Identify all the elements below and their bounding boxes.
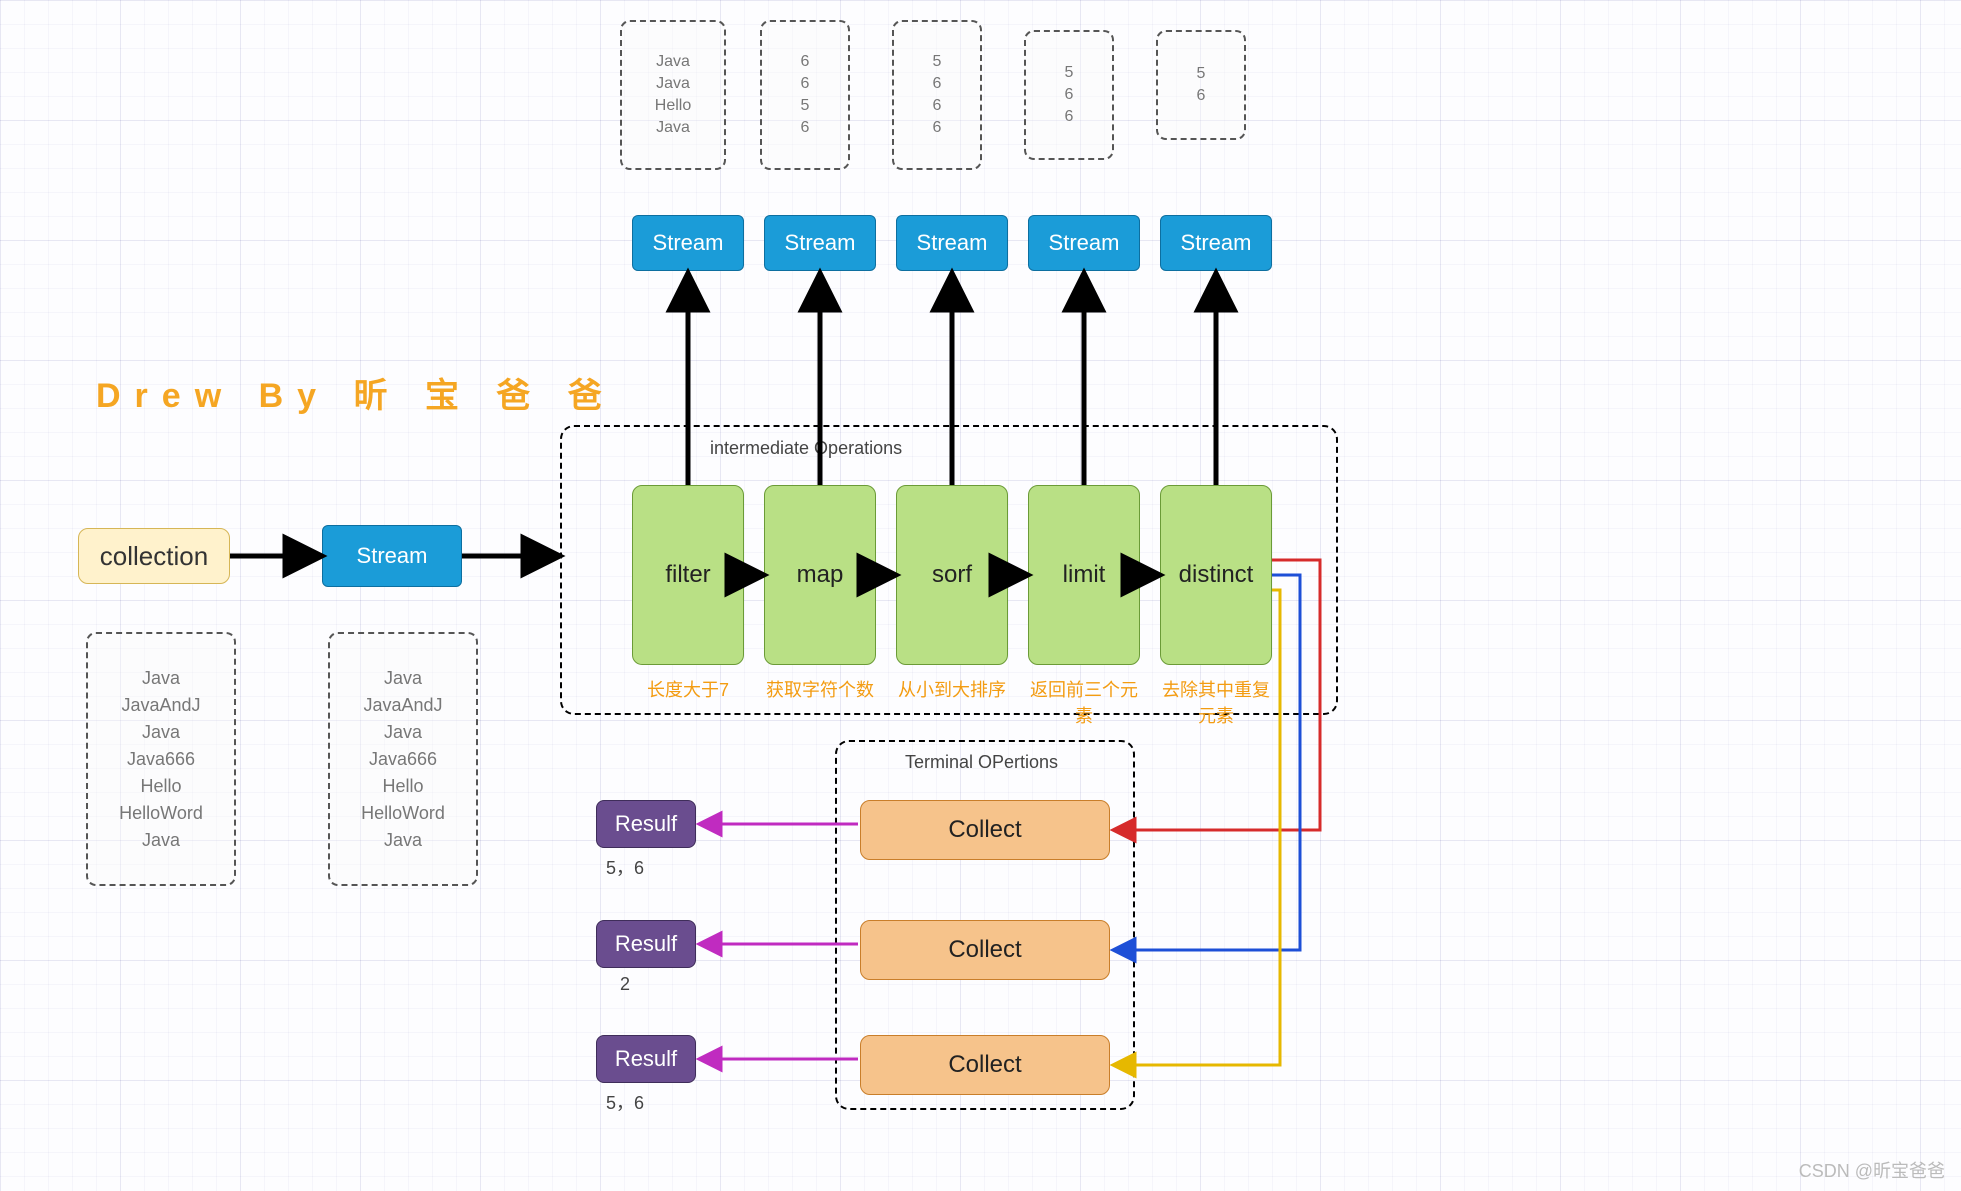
list-item: Java <box>656 53 690 71</box>
stream-label: Stream <box>917 230 988 256</box>
top-list-5: 5 6 <box>1156 30 1246 140</box>
op-label: map <box>797 561 844 589</box>
list-item: Java <box>656 75 690 93</box>
top-stream-4: Stream <box>1028 215 1140 271</box>
op-distinct: distinct <box>1160 485 1272 665</box>
result-value-3: 5，6 <box>606 1089 644 1115</box>
list-item: 6 <box>1197 87 1206 105</box>
result-label: Resulf <box>615 811 677 837</box>
collection-node: collection <box>78 528 230 584</box>
stream-label: Stream <box>1049 230 1120 256</box>
list-item: 5 <box>933 53 942 71</box>
op-sorf: sorf <box>896 485 1008 665</box>
list-item: Java <box>384 668 422 689</box>
list-item: JavaAndJ <box>363 695 442 716</box>
source-list-2: Java JavaAndJ Java Java666 Hello HelloWo… <box>328 632 478 886</box>
collect-label: Collect <box>948 1051 1021 1079</box>
top-stream-2: Stream <box>764 215 876 271</box>
result-box-3: Resulf <box>596 1035 696 1083</box>
list-item: Java666 <box>369 749 437 770</box>
list-item: Java <box>142 830 180 851</box>
result-label: Resulf <box>615 931 677 957</box>
author-label: Drew By 昕 宝 爸 爸 <box>96 368 616 417</box>
top-stream-1: Stream <box>632 215 744 271</box>
collect-box-2: Collect <box>860 920 1110 980</box>
list-item: 5 <box>801 97 810 115</box>
top-stream-3: Stream <box>896 215 1008 271</box>
list-item: Java <box>384 722 422 743</box>
stream-label: Stream <box>785 230 856 256</box>
stream-label: Stream <box>1181 230 1252 256</box>
result-value-2: 2 <box>620 974 630 995</box>
list-item: HelloWord <box>361 803 445 824</box>
list-item: Java <box>142 668 180 689</box>
result-box-2: Resulf <box>596 920 696 968</box>
result-value-1: 5，6 <box>606 854 644 880</box>
watermark: CSDN @昕宝爸爸 <box>1799 1157 1945 1183</box>
list-item: HelloWord <box>119 803 203 824</box>
list-item: 6 <box>933 119 942 137</box>
collect-label: Collect <box>948 816 1021 844</box>
list-item: Java <box>142 722 180 743</box>
op-caption: 长度大于7 <box>628 676 748 702</box>
top-stream-5: Stream <box>1160 215 1272 271</box>
stream-label: Stream <box>653 230 724 256</box>
list-item: Hello <box>140 776 181 797</box>
op-label: filter <box>665 561 710 589</box>
list-item: 6 <box>933 97 942 115</box>
list-item: JavaAndJ <box>121 695 200 716</box>
result-label: Resulf <box>615 1046 677 1072</box>
list-item: Hello <box>655 97 691 115</box>
list-item: Java <box>384 830 422 851</box>
intermediate-title: intermediate Operations <box>710 438 902 459</box>
terminal-title: Terminal OPertions <box>905 752 1058 773</box>
collect-box-3: Collect <box>860 1035 1110 1095</box>
list-item: 5 <box>1065 64 1074 82</box>
op-caption: 返回前三个元素 <box>1024 676 1144 728</box>
top-list-4: 5 6 6 <box>1024 30 1114 160</box>
list-item: 6 <box>1065 108 1074 126</box>
stream-label: Stream <box>357 543 428 569</box>
result-box-1: Resulf <box>596 800 696 848</box>
op-caption: 获取字符个数 <box>760 676 880 702</box>
collect-box-1: Collect <box>860 800 1110 860</box>
list-item: 6 <box>801 75 810 93</box>
list-item: Java <box>656 119 690 137</box>
op-label: limit <box>1063 561 1106 589</box>
op-label: distinct <box>1179 561 1254 589</box>
source-list-1: Java JavaAndJ Java Java666 Hello HelloWo… <box>86 632 236 886</box>
op-limit: limit <box>1028 485 1140 665</box>
op-filter: filter <box>632 485 744 665</box>
stream-node: Stream <box>322 525 462 587</box>
list-item: 6 <box>1065 86 1074 104</box>
list-item: 6 <box>801 53 810 71</box>
list-item: 6 <box>801 119 810 137</box>
top-list-2: 6 6 5 6 <box>760 20 850 170</box>
op-map: map <box>764 485 876 665</box>
list-item: Hello <box>382 776 423 797</box>
list-item: 6 <box>933 75 942 93</box>
list-item: Java666 <box>127 749 195 770</box>
top-list-3: 5 6 6 6 <box>892 20 982 170</box>
list-item: 5 <box>1197 65 1206 83</box>
diagram-stage: Drew By 昕 宝 爸 爸 collection Stream Java J… <box>0 0 1961 1191</box>
collection-label: collection <box>100 541 208 572</box>
op-label: sorf <box>932 561 972 589</box>
op-caption: 去除其中重复元素 <box>1156 676 1276 728</box>
top-list-1: Java Java Hello Java <box>620 20 726 170</box>
op-caption: 从小到大排序 <box>892 676 1012 702</box>
collect-label: Collect <box>948 936 1021 964</box>
